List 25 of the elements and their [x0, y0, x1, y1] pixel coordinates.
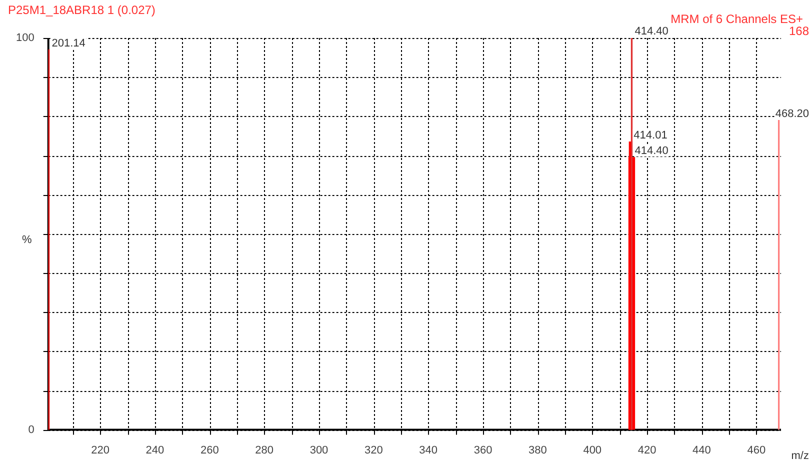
x-tick-label: 440 — [692, 444, 711, 456]
x-tick-label: 300 — [310, 444, 328, 456]
x-tick-label: 460 — [747, 444, 766, 456]
x-tick-label: 400 — [583, 444, 602, 456]
chart-subtitle: MRM of 6 Channels ES+ — [670, 12, 803, 26]
annotation: 414.40 — [634, 145, 668, 158]
x-tick-label: 260 — [200, 444, 219, 456]
annotation: 201.14 — [52, 37, 86, 50]
x-tick-label: 360 — [474, 444, 492, 456]
x-tick-label: 240 — [146, 444, 164, 456]
y-tick-label: 0 — [28, 424, 34, 436]
x-axis-title: m/z — [791, 450, 809, 462]
annotation: 414.40 — [634, 26, 668, 38]
annotation: 468.20 — [775, 108, 810, 120]
x-tick-label: 340 — [419, 444, 438, 456]
y-axis-title: % — [22, 234, 32, 246]
chart-title: P25M1_18ABR18 1 (0.027) — [8, 3, 156, 17]
annotation: 414.01 — [634, 129, 668, 142]
x-tick-label: 420 — [638, 444, 656, 456]
x-tick-label: 280 — [255, 444, 274, 456]
x-tick-label: 380 — [528, 444, 547, 456]
x-tick-label: 320 — [364, 444, 383, 456]
y-tick-label: 100 — [16, 32, 34, 44]
x-tick-label: 220 — [91, 444, 110, 456]
text: 168 — [788, 24, 809, 38]
